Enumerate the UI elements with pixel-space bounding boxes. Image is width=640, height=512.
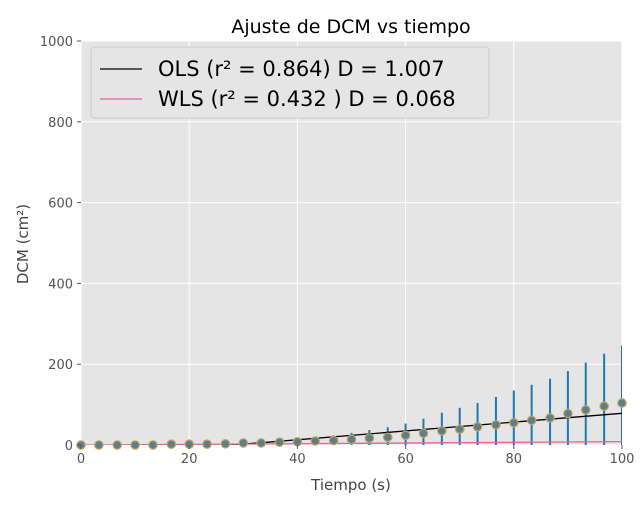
data-point [346,434,357,445]
data-point [364,433,375,443]
data-point [256,438,266,448]
data-point [166,439,177,449]
data-point [202,439,212,449]
data-point [472,422,483,432]
data-point [437,426,447,436]
data-point [94,440,104,450]
chart-title: Ajuste de DCM vs tiempo [231,16,470,38]
legend-label-ols: OLS (r² = 0.864) D = 1.007 [158,57,445,81]
data-point [310,436,321,446]
legend: OLS (r² = 0.864) D = 1.007 WLS (r² = 0.4… [90,46,490,119]
x-tick-label: 100 [610,452,635,467]
data-point [599,401,609,412]
legend-box [90,46,490,119]
data-point [112,440,123,450]
data-point [454,424,465,435]
x-tick-label: 60 [397,452,414,467]
data-point [491,419,501,430]
legend-label-wls: WLS (r² = 0.432 ) D = 0.068 [158,87,456,111]
y-tick-label: 600 [48,197,73,212]
data-marks [76,345,627,450]
y-tick-label: 1000 [40,35,73,50]
x-tick-label: 80 [506,452,523,467]
x-tick-label: 40 [289,452,306,467]
data-point [400,430,411,441]
y-tick-label: 0 [65,439,73,454]
data-point [328,435,339,446]
y-tick-label: 400 [48,277,73,292]
data-point [274,437,285,447]
data-point [508,417,519,428]
data-point [526,415,537,426]
data-point [238,438,249,448]
data-point [545,413,555,423]
data-point [220,438,231,449]
data-point [563,408,573,419]
y-tick-label: 200 [48,358,73,373]
data-point [580,405,591,415]
data-point [617,398,627,408]
data-point [292,436,303,447]
data-point [148,440,158,450]
y-tick-label: 800 [48,116,73,131]
data-point [418,428,429,439]
x-tick-label: 0 [77,452,85,467]
x-axis-label: Tiempo (s) [310,476,391,494]
data-point [382,432,393,443]
data-point [130,440,140,450]
x-tick-label: 20 [181,452,198,467]
y-axis-label: DCM (cm²) [14,204,32,284]
